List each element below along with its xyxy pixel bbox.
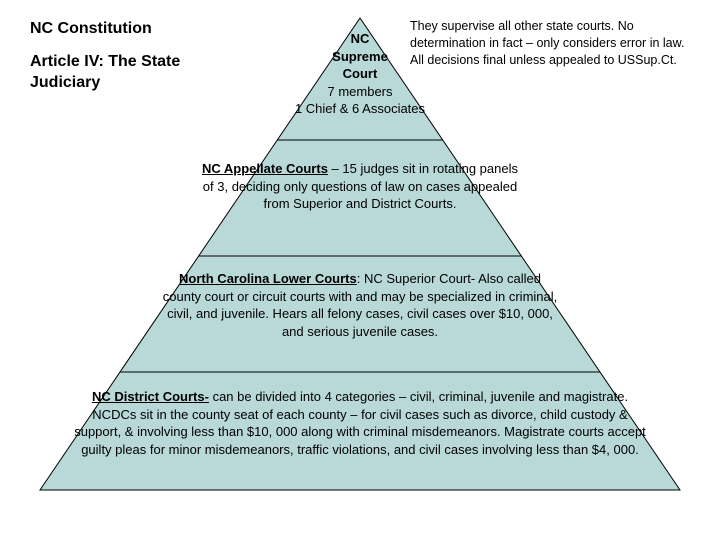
tier1-line5: 1 Chief & 6 Associates (295, 101, 425, 116)
tier-appellate-courts: NC Appellate Courts – 15 judges sit in r… (200, 160, 520, 213)
tier1-line4: 7 members (327, 84, 392, 99)
article-title: Article IV: The State Judiciary (30, 52, 200, 94)
tier1-line1: NC (351, 31, 370, 46)
tier-supreme-court: NC Supreme Court 7 members 1 Chief & 6 A… (260, 30, 460, 118)
tier2-lead: NC Appellate Courts (202, 161, 328, 176)
tier3-lead: North Carolina Lower Courts (179, 271, 357, 286)
left-heading-block: NC Constitution Article IV: The State Ju… (30, 20, 200, 94)
diagram-stage: NC Constitution Article IV: The State Ju… (0, 0, 720, 540)
tier1-line2: Supreme (332, 49, 388, 64)
constitution-title: NC Constitution (30, 20, 200, 38)
tier4-lead: NC District Courts- (92, 389, 209, 404)
tier1-line3: Court (343, 66, 378, 81)
tier-lower-courts: North Carolina Lower Courts: NC Superior… (160, 270, 560, 340)
tier-district-courts: NC District Courts- can be divided into … (70, 388, 650, 458)
